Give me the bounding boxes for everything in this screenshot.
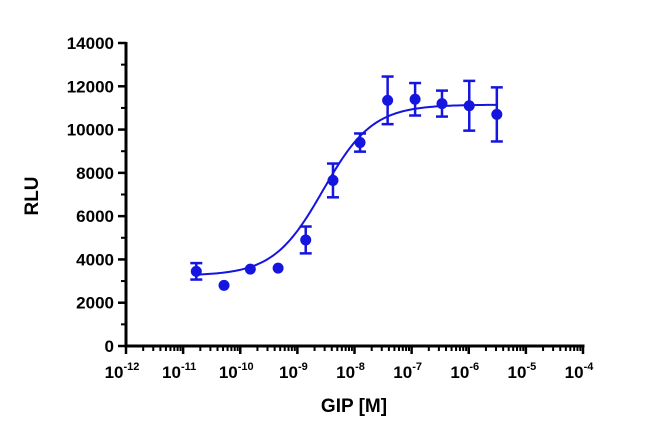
y-tick-label: 14000 (67, 34, 114, 53)
x-tick-exponent: -7 (412, 361, 422, 373)
data-point (354, 137, 366, 149)
y-tick-label: 2000 (76, 294, 114, 313)
data-point (327, 174, 339, 186)
x-tick-exponent: -9 (298, 361, 308, 373)
x-tick-base: 10 (336, 363, 355, 382)
x-tick-label: 10-11 (162, 361, 196, 382)
x-tick-label: 10-5 (508, 361, 537, 382)
x-tick-base: 10 (105, 363, 124, 382)
y-tick-label: 4000 (76, 250, 114, 269)
data-point (491, 108, 503, 120)
data-point (436, 98, 448, 110)
x-tick-label: 10-7 (393, 361, 422, 382)
x-tick-label: 10-4 (565, 361, 595, 382)
x-tick-base: 10 (393, 363, 412, 382)
x-tick-base: 10 (162, 363, 181, 382)
x-tick-exponent: -5 (526, 361, 536, 373)
data-point (244, 263, 256, 275)
data-point (190, 265, 202, 277)
x-tick-label: 10-8 (336, 361, 365, 382)
x-tick-exponent: -4 (584, 361, 595, 373)
x-tick-exponent: -10 (238, 361, 254, 373)
x-tick-label: 10-12 (105, 361, 140, 382)
data-point (218, 279, 230, 291)
y-tick-label: 0 (105, 337, 114, 356)
x-tick-label: 10-9 (279, 361, 308, 382)
y-axis-label: RLU (22, 176, 43, 215)
data-point (272, 262, 284, 274)
x-tick-exponent: -8 (355, 361, 365, 373)
data-points-layer (190, 75, 503, 291)
x-tick-label: 10-10 (219, 361, 254, 382)
y-tick-label: 12000 (67, 77, 114, 96)
x-tick-base: 10 (279, 363, 298, 382)
x-tick-base: 10 (219, 363, 238, 382)
x-tick-exponent: -6 (469, 361, 479, 373)
data-point (300, 234, 312, 246)
y-tick-label: 10000 (67, 121, 114, 140)
x-tick-base: 10 (508, 363, 527, 382)
fit-curve-layer (196, 103, 497, 276)
data-point (382, 94, 394, 106)
data-point (409, 93, 421, 105)
x-tick-label: 10-6 (450, 361, 479, 382)
x-tick-base: 10 (565, 363, 584, 382)
x-tick-exponent: -11 (181, 361, 196, 373)
x-tick-base: 10 (450, 363, 469, 382)
y-tick-label: 6000 (76, 207, 114, 226)
fit-curve (196, 103, 497, 276)
x-axis-label: GIP [M] (321, 396, 387, 417)
y-tick-label: 8000 (76, 164, 114, 183)
x-tick-exponent: -12 (124, 361, 140, 373)
data-point (463, 100, 475, 112)
